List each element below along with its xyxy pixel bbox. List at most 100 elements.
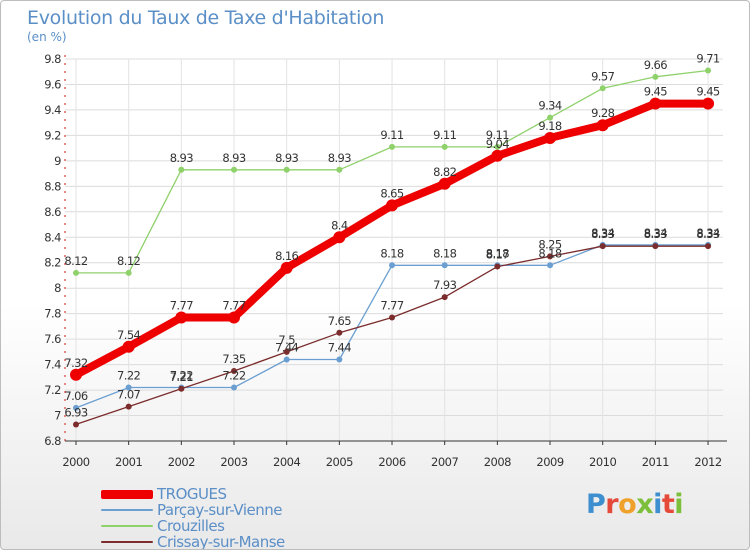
data-label-crissay-sur-manse: 7.5 — [278, 333, 295, 347]
data-label-crissay-sur-manse: 7.35 — [222, 352, 245, 366]
data-point-crouzilles — [125, 269, 132, 276]
legend-label: Parçay-sur-Vienne — [157, 501, 283, 519]
logo-letter: o — [618, 489, 637, 520]
data-point-trogues — [544, 131, 557, 144]
data-point-trogues — [596, 119, 609, 132]
data-point-crissay-sur-manse — [705, 243, 712, 250]
data-label-crissay-sur-manse: 7.77 — [380, 298, 403, 312]
y-tick-label: 7.6 — [44, 332, 61, 346]
data-point-trogues — [70, 368, 82, 381]
y-tick-label: 8.4 — [44, 230, 61, 244]
y-tick-label: 8.2 — [44, 256, 61, 270]
data-label-trogues: 7.77 — [170, 298, 193, 312]
y-tick-label: 6.8 — [44, 434, 61, 448]
data-label-trogues: 9.28 — [591, 106, 614, 120]
data-label-crissay-sur-manse: 6.93 — [64, 405, 87, 419]
legend-swatch — [101, 541, 153, 543]
data-point-crouzilles — [73, 269, 79, 276]
data-point-parcay-sur-vienne — [231, 384, 238, 391]
data-label-trogues: 9.45 — [696, 85, 719, 99]
data-label-trogues: 7.32 — [64, 356, 87, 370]
data-label-parcay-sur-vienne: 8.34 — [696, 226, 719, 240]
y-tick-label: 7.8 — [44, 307, 61, 321]
data-point-trogues — [333, 231, 346, 244]
data-label-crissay-sur-manse: 8.33 — [696, 227, 719, 241]
data-label-crouzilles: 8.93 — [222, 151, 245, 165]
data-label-crissay-sur-manse: 8.33 — [591, 227, 614, 241]
data-label-crouzilles: 9.71 — [696, 51, 719, 65]
data-label-crouzilles: 9.34 — [538, 99, 561, 113]
data-label-trogues: 7.54 — [117, 328, 140, 342]
legend-item-crouzilles: Crouzilles — [101, 517, 225, 535]
data-point-trogues — [438, 177, 451, 190]
data-label-parcay-sur-vienne: 8.18 — [538, 246, 561, 260]
data-label-parcay-sur-vienne: 7.44 — [328, 341, 351, 355]
data-label-crouzilles: 9.11 — [433, 128, 456, 142]
y-tick-label: 7.2 — [44, 383, 61, 397]
data-label-trogues: 8.16 — [275, 249, 298, 263]
y-tick-label: 7 — [54, 409, 61, 423]
data-point-crissay-sur-manse — [389, 314, 396, 321]
x-tick-label: 2010 — [589, 455, 616, 469]
data-point-crouzilles — [652, 73, 659, 80]
data-point-crissay-sur-manse — [494, 263, 501, 270]
data-label-crissay-sur-manse: 7.93 — [433, 278, 456, 292]
data-point-trogues — [228, 311, 241, 324]
x-tick-label: 2000 — [62, 455, 89, 469]
data-label-crouzilles: 8.12 — [64, 254, 87, 268]
data-label-crouzilles: 9.57 — [591, 69, 614, 83]
legend-label: Crouzilles — [157, 517, 225, 535]
data-point-parcay-sur-vienne — [336, 356, 343, 363]
data-label-trogues: 9.18 — [538, 119, 561, 133]
x-tick-label: 2005 — [326, 455, 353, 469]
x-tick-label: 2012 — [694, 455, 721, 469]
y-tick-label: 7.4 — [44, 358, 61, 372]
data-point-crouzilles — [494, 143, 501, 150]
data-point-crouzilles — [389, 143, 396, 150]
y-tick-label: 8.6 — [44, 205, 61, 219]
data-point-crouzilles — [283, 166, 290, 173]
x-tick-label: 2002 — [168, 455, 195, 469]
legend-item-parcay-sur-vienne: Parçay-sur-Vienne — [101, 501, 283, 519]
data-label-parcay-sur-vienne: 8.34 — [644, 226, 667, 240]
data-label-parcay-sur-vienne: 7.44 — [275, 341, 298, 355]
data-point-trogues — [280, 261, 293, 274]
data-point-parcay-sur-vienne — [441, 262, 448, 269]
data-point-crissay-sur-manse — [231, 367, 238, 374]
y-tick-label: 9.6 — [44, 77, 61, 91]
data-label-crissay-sur-manse: 8.25 — [538, 237, 561, 251]
x-tick-label: 2007 — [431, 455, 458, 469]
data-point-crissay-sur-manse — [599, 243, 606, 250]
y-tick-label: 9.4 — [44, 103, 61, 117]
data-label-crouzilles: 8.12 — [117, 254, 140, 268]
data-point-crissay-sur-manse — [336, 329, 343, 336]
data-label-parcay-sur-vienne: 7.22 — [170, 369, 193, 383]
y-tick-label: 8.8 — [44, 179, 61, 193]
data-label-crissay-sur-manse: 7.07 — [117, 388, 140, 402]
x-tick-label: 2009 — [536, 455, 563, 469]
legend-item-crissay-sur-manse: Crissay-sur-Manse — [101, 533, 285, 550]
data-label-trogues: 8.82 — [433, 165, 456, 179]
data-label-parcay-sur-vienne: 8.34 — [591, 226, 614, 240]
proxiti-logo: Proxiti — [586, 489, 684, 520]
legend-label: Crissay-sur-Manse — [157, 533, 285, 550]
data-label-parcay-sur-vienne: 7.22 — [117, 369, 140, 383]
data-label-crouzilles: 8.93 — [328, 151, 351, 165]
data-point-crissay-sur-manse — [125, 403, 132, 410]
data-point-crouzilles — [441, 143, 448, 150]
x-tick-label: 2008 — [484, 455, 511, 469]
data-point-crissay-sur-manse — [547, 253, 554, 260]
y-tick-label: 8 — [54, 281, 61, 295]
data-point-trogues — [702, 97, 715, 110]
data-label-crouzilles: 9.11 — [380, 128, 403, 142]
data-point-crouzilles — [599, 85, 606, 92]
data-point-parcay-sur-vienne — [283, 356, 290, 363]
data-point-parcay-sur-vienne — [389, 262, 396, 269]
x-tick-label: 2004 — [273, 455, 300, 469]
data-point-crissay-sur-manse — [178, 385, 185, 392]
legend-item-trogues: TROGUES — [101, 486, 227, 502]
data-point-crouzilles — [547, 114, 554, 121]
x-tick-label: 2011 — [642, 455, 669, 469]
